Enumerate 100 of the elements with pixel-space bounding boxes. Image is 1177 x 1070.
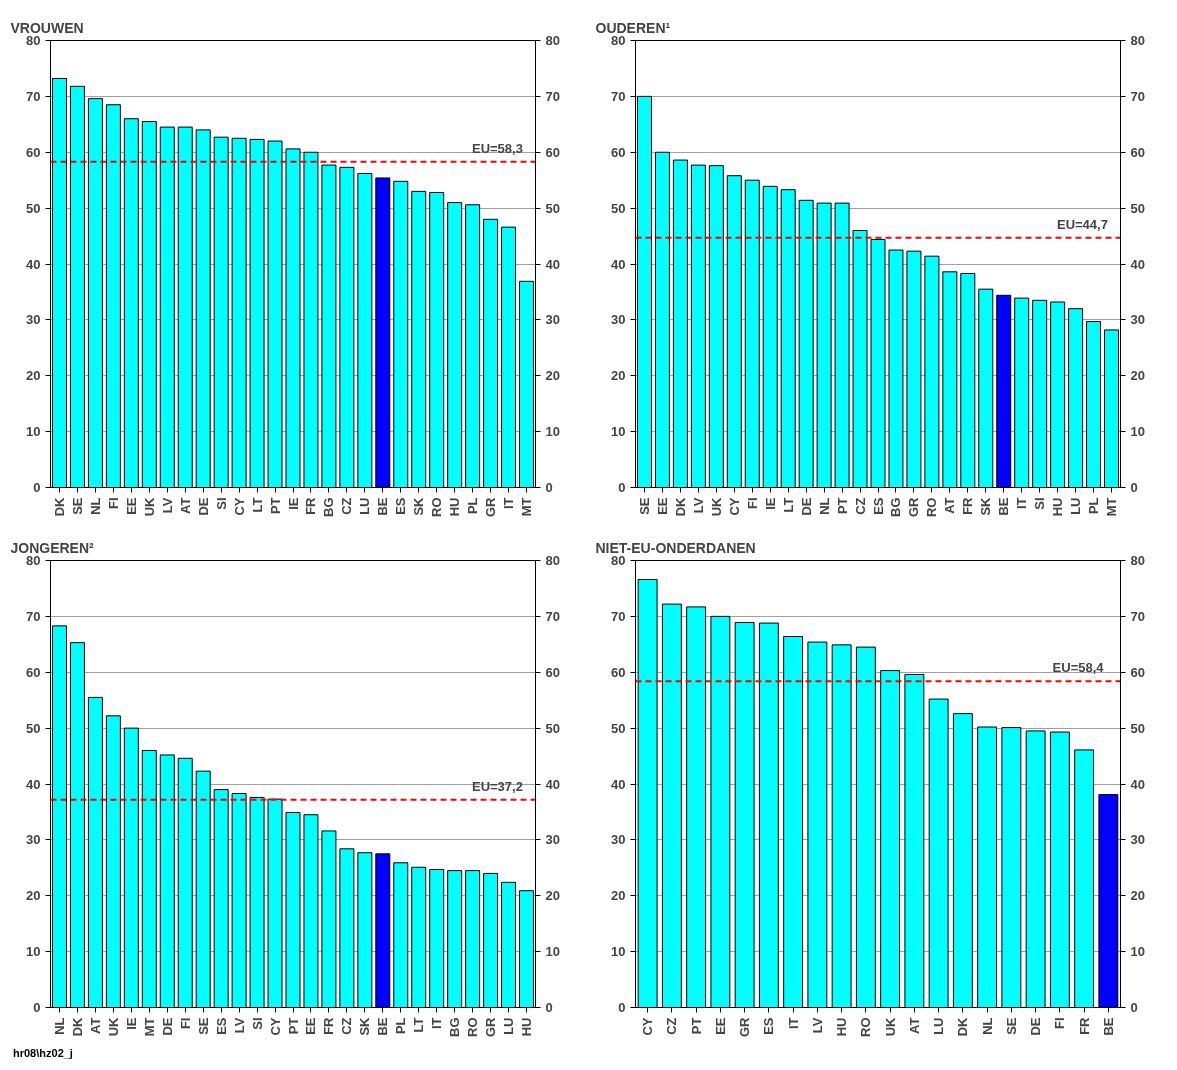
x-tick-label: LV	[809, 1017, 825, 1034]
x-tick-label: RO	[429, 497, 445, 517]
x-tick-label: MT	[519, 497, 535, 517]
x-tick-label: GR	[483, 496, 499, 517]
x-tick-label: HU	[1050, 497, 1066, 517]
ref-line-label: EU=58,3	[471, 140, 523, 156]
y-tick-label: 10	[611, 424, 626, 440]
x-tick-label: AT	[177, 497, 193, 514]
x-tick-label: BE	[1100, 1017, 1116, 1036]
x-tick-label: SK	[357, 1016, 373, 1036]
x-tick-label: IE	[285, 497, 301, 510]
y-tick-label: 10	[26, 944, 41, 960]
x-tick-label: DK	[51, 496, 67, 517]
y-tick-label: 50	[611, 200, 626, 216]
y2-tick-label: 10	[1130, 424, 1145, 440]
y2-tick-label: 40	[545, 776, 560, 792]
x-tick-label: LV	[690, 497, 706, 514]
chart-title: NIET-EU-ONDERDANEN	[595, 539, 756, 556]
y-tick-label: 20	[611, 888, 626, 904]
y2-tick-label: 10	[1130, 944, 1145, 960]
x-tick-label: FI	[105, 497, 121, 510]
y2-tick-label: 30	[1130, 312, 1145, 328]
x-tick-label: PL	[465, 497, 481, 515]
y2-tick-label: 20	[1130, 888, 1145, 904]
x-tick-label: RO	[858, 1017, 874, 1037]
x-tick-label: LU	[931, 1017, 947, 1035]
y2-tick-label: 10	[545, 944, 560, 960]
x-tick-label: EE	[123, 497, 139, 515]
x-tick-label: UK	[882, 1016, 898, 1037]
x-tick-label: MT	[141, 1017, 157, 1037]
x-tick-label: LT	[411, 1017, 427, 1033]
x-tick-label: EE	[303, 1017, 319, 1035]
x-tick-label: BG	[321, 497, 337, 517]
x-tick-label: FR	[321, 1016, 337, 1035]
x-tick-label: UK	[708, 496, 724, 517]
x-tick-label: DK	[69, 1016, 85, 1037]
y2-tick-label: 80	[1130, 553, 1145, 568]
y2-tick-label: 10	[545, 424, 560, 440]
x-tick-label: BE	[375, 1017, 391, 1036]
x-tick-label: AT	[87, 1017, 103, 1034]
ref-line-label: EU=37,2	[471, 778, 523, 794]
y2-tick-label: 50	[1130, 720, 1145, 736]
y2-tick-label: 40	[545, 256, 560, 272]
x-tick-label: PL	[393, 1017, 409, 1035]
x-tick-label: PL	[1086, 497, 1102, 515]
x-tick-label: AT	[942, 497, 958, 514]
y-tick-label: 30	[26, 312, 41, 328]
x-tick-label: LT	[249, 497, 265, 513]
y2-tick-label: 30	[1130, 832, 1145, 848]
y-tick-label: 50	[26, 720, 41, 736]
x-tick-label: EE	[712, 1017, 728, 1035]
x-tick-label: CY	[267, 1017, 283, 1036]
y2-tick-label: 0	[545, 480, 553, 495]
x-tick-label: NL	[979, 1017, 995, 1035]
y2-tick-label: 30	[545, 312, 560, 328]
x-tick-label: CZ	[852, 497, 868, 515]
y-tick-label: 60	[611, 144, 626, 160]
x-tick-label: CZ	[339, 1017, 355, 1035]
x-tick-label: FI	[177, 1017, 193, 1030]
x-tick-label: SI	[213, 497, 229, 510]
y2-tick-label: 60	[1130, 664, 1145, 680]
y2-tick-label: 0	[545, 1000, 553, 1015]
y-tick-label: 30	[26, 832, 41, 848]
y-tick-label: 30	[611, 832, 626, 848]
chart-title: VROUWEN	[10, 19, 84, 36]
y2-tick-label: 80	[1130, 33, 1145, 48]
x-tick-label: RO	[924, 497, 940, 517]
y-tick-label: 80	[611, 33, 626, 48]
x-tick-label: NL	[87, 497, 103, 515]
x-tick-label: FR	[1076, 1016, 1092, 1035]
x-tick-label: ES	[870, 497, 886, 515]
x-tick-label: SE	[195, 1017, 211, 1035]
x-tick-label: ES	[393, 497, 409, 515]
x-tick-label: LU	[1068, 497, 1084, 515]
x-tick-label: GR	[483, 1016, 499, 1037]
y2-tick-label: 60	[545, 144, 560, 160]
x-tick-label: DE	[1028, 1017, 1044, 1036]
y2-tick-label: 40	[1130, 776, 1145, 792]
y-tick-label: 10	[611, 944, 626, 960]
x-tick-label: FR	[960, 496, 976, 515]
ref-line-label: EU=58,4	[1052, 660, 1105, 676]
x-tick-label: BG	[888, 497, 904, 517]
x-tick-label: CY	[640, 1017, 656, 1036]
x-tick-label: SE	[636, 497, 652, 515]
y2-tick-label: 70	[1130, 608, 1145, 624]
x-tick-label: DE	[159, 1017, 175, 1036]
y2-tick-label: 0	[1130, 1000, 1138, 1015]
y2-tick-label: 50	[545, 720, 560, 736]
x-tick-label: CZ	[339, 497, 355, 515]
x-tick-label: GR	[906, 496, 922, 517]
y2-tick-label: 0	[1130, 480, 1138, 495]
x-tick-label: UK	[105, 1016, 121, 1037]
y-tick-label: 40	[611, 776, 626, 792]
y-tick-label: 20	[26, 368, 41, 384]
y-tick-label: 70	[26, 88, 41, 104]
x-tick-label: FI	[1052, 1017, 1068, 1030]
x-tick-label: NL	[51, 1017, 67, 1035]
x-tick-label: PT	[267, 497, 283, 515]
x-tick-label: GR	[737, 1016, 753, 1037]
x-tick-label: SI	[249, 1017, 265, 1030]
